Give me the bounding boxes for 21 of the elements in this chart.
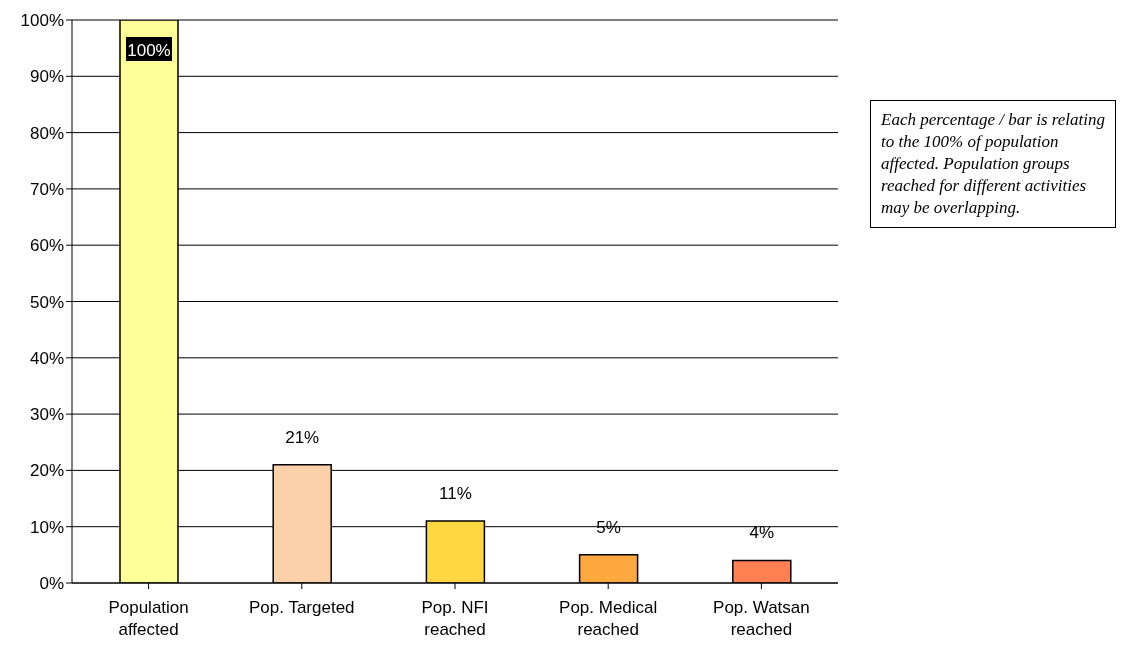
y-tick-label: 60% [29,236,64,256]
y-tick-label: 0% [39,574,64,594]
y-tick-label: 90% [29,67,64,87]
x-tick-label: Population affected [108,598,189,639]
x-tick-label: Pop. Medical reached [559,598,658,639]
data-label: 11% [439,484,472,504]
y-tick-label: 50% [29,292,64,312]
data-label: 100% [127,41,171,60]
y-tick-label: 100% [20,11,64,31]
y-tick-label: 80% [29,123,64,143]
y-tick-label: 70% [29,179,64,199]
x-tick-label: Pop. Targeted [249,598,355,617]
data-label: 21% [285,427,320,447]
note-box: Each percentage / bar is relating to the 100% of population affected. Population groups reached for different activities may be overlapping. [870,100,1116,228]
y-tick-label: 10% [29,517,64,537]
data-label: 4% [749,523,775,543]
y-tick-label: 20% [29,461,64,481]
x-tick-label: Pop. Watsan reached [713,598,810,639]
x-tick-label: Pop. NFI reached [421,598,489,639]
y-tick-label: 40% [29,348,64,368]
y-tick-label: 30% [29,405,64,425]
